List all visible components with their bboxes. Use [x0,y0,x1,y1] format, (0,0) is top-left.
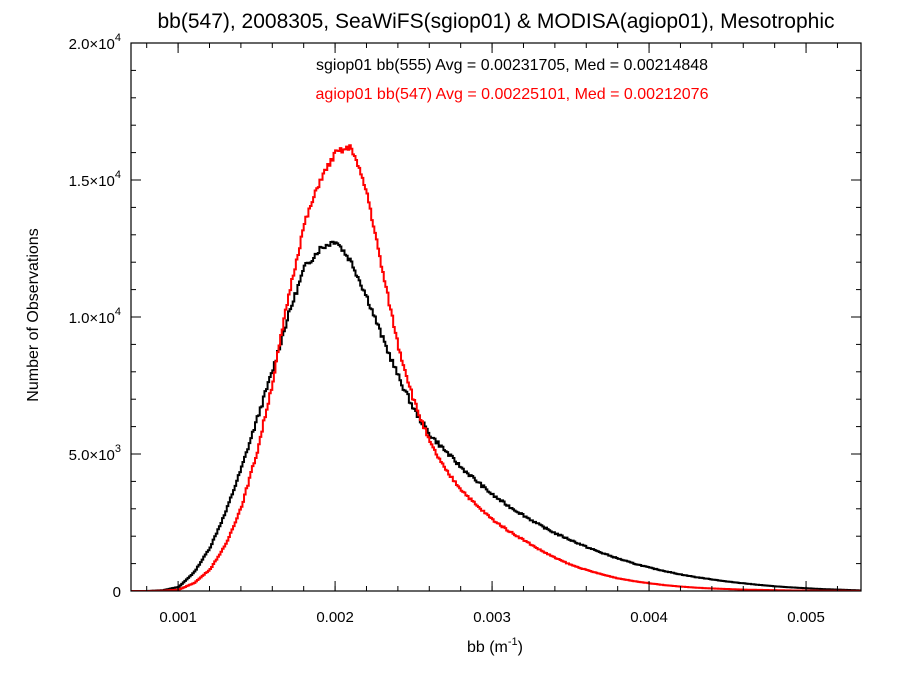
y-tick-label-exponent: 4 [115,169,121,181]
y-axis-label: Number of Observations [25,228,42,401]
y-tick-label-base: 5.0×10 [69,447,115,464]
y-tick-label-base: 1.5×10 [69,173,115,190]
y-tick-label-exponent: 4 [115,306,121,318]
x-tick-label: 0.005 [787,609,825,626]
x-tick-label: 0.001 [159,609,197,626]
series-line-1 [131,144,861,591]
y-tick-label: 0 [113,584,121,601]
series-lines [131,144,861,591]
x-axis-label: bb (m-1) [467,636,523,656]
x-axis-label-base: bb (m [467,639,508,656]
x-tick-label: 0.004 [630,609,668,626]
y-tick-label-base: 1.0×10 [69,310,115,327]
y-tick-label: 1.0×104 [69,306,121,327]
y-tick-label: 1.5×104 [69,169,121,190]
x-tick-labels: 0.001 0.002 0.003 0.004 0.005 [159,609,825,626]
x-axis-label-exponent: -1 [508,636,518,648]
x-tick-label: 0.002 [316,609,354,626]
chart-title: bb(547), 2008305, SeaWiFS(sgiop01) & MOD… [157,10,834,33]
y-tick-label-exponent: 4 [115,32,121,44]
series-line-0 [131,240,861,591]
axis-ticks [131,42,861,592]
y-tick-label-base: 0 [113,584,121,601]
series-stats-agiop01: agiop01 bb(547) Avg = 0.00225101, Med = … [316,86,709,103]
series-stats-sgiop01: sgiop01 bb(555) Avg = 0.00231705, Med = … [316,57,708,74]
y-tick-label: 2.0×104 [69,32,121,53]
y-tick-label: 5.0×103 [69,443,121,464]
y-tick-label-base: 2.0×10 [69,36,115,53]
y-tick-label-exponent: 3 [115,443,121,455]
x-axis-label-end: ) [518,639,523,656]
x-tick-label: 0.003 [473,609,511,626]
